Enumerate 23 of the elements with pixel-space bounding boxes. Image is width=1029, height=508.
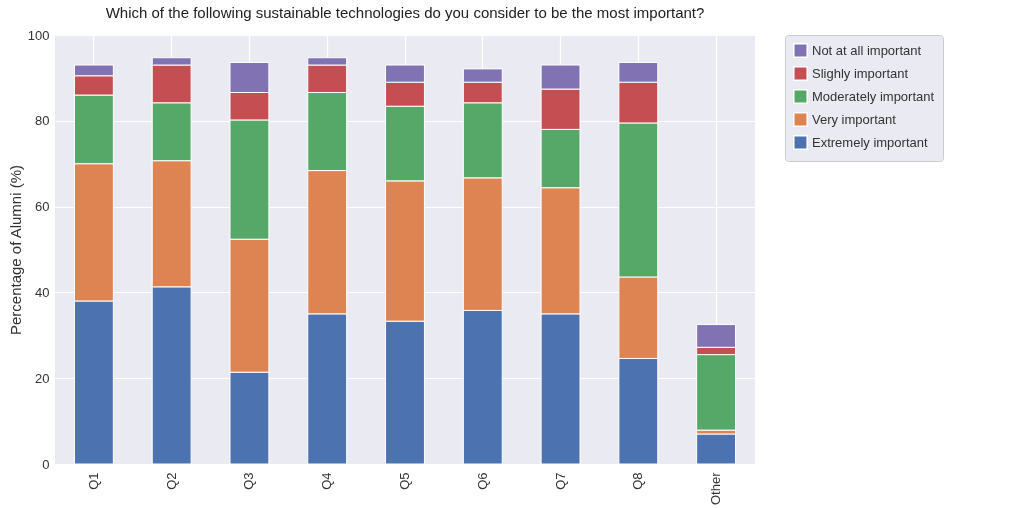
- legend-label: Not at all important: [812, 42, 922, 58]
- x-tick-label: Q3: [241, 472, 257, 490]
- x-tick-label: Q1: [85, 472, 101, 490]
- legend-label: Moderately important: [812, 88, 935, 104]
- y-tick-label: 20: [35, 370, 50, 386]
- y-tick-label: 80: [35, 113, 50, 129]
- x-tick-label: Q4: [319, 472, 335, 490]
- bar: [696, 433, 737, 465]
- y-tick-label: 0: [42, 456, 50, 472]
- y-axis-title: Percentage of Alumni (%): [6, 164, 24, 336]
- y-tick-label: 40: [35, 284, 50, 300]
- x-tick-label: Q6: [474, 472, 490, 490]
- x-tick-label: Q2: [163, 472, 179, 490]
- x-tick-label: Q8: [630, 472, 646, 490]
- x-tick-label: Q7: [552, 472, 568, 490]
- legend-label: Very important: [812, 111, 897, 127]
- x-tick-label: Q5: [397, 472, 412, 490]
- legend-label: Slighly important: [812, 65, 909, 81]
- y-tick-label: 60: [35, 199, 50, 215]
- chart-title: Which of the following sustainable technologies do you consider to be the most important?: [105, 4, 705, 21]
- legend-label: Extremely important: [812, 134, 928, 150]
- y-tick-label: 100: [27, 27, 50, 43]
- x-tick-label: Other: [708, 471, 724, 506]
